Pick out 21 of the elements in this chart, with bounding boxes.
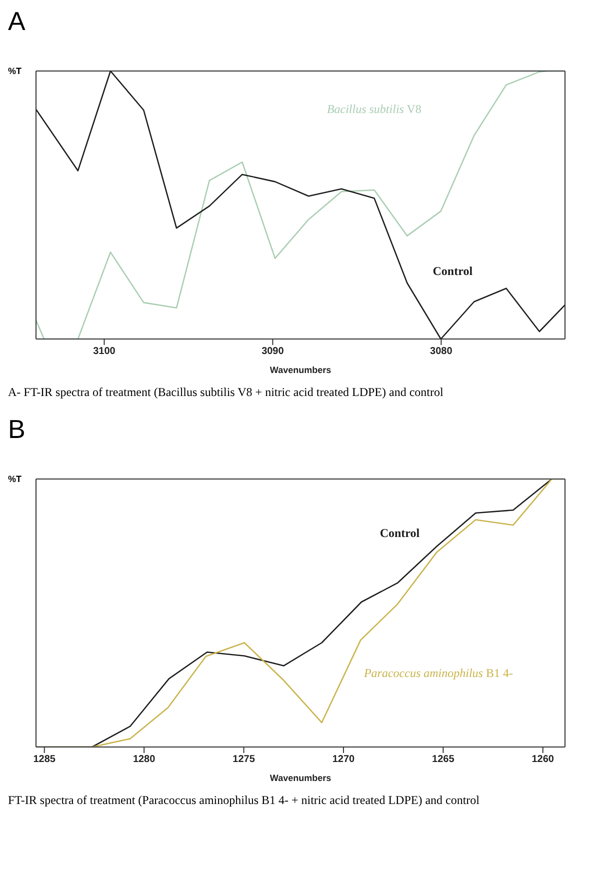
x-axis-title: Wavenumbers [270, 365, 332, 375]
series-label: Control [380, 526, 420, 540]
y-axis-title: %T [8, 474, 22, 484]
series-label: Paracoccus aminophilus B1 4- [364, 666, 513, 680]
x-tick-label: 1285 [33, 754, 56, 766]
text: A- FT-IR spectra of treatment (Bacillus subtilis V8 + nitric acid treated LDPE) and control [8, 385, 444, 400]
y-axis-title: %T [8, 66, 22, 76]
x-tick-label: 1265 [432, 754, 455, 766]
x-tick-label: 1280 [132, 754, 156, 766]
x-tick-label: 3090 [262, 346, 284, 358]
chart-title: A [8, 6, 26, 36]
x-tick-label: 1270 [332, 754, 356, 766]
x-tick-label: 3080 [430, 346, 453, 358]
x-tick-label: 1260 [532, 754, 554, 766]
text: FT-IR spectra of treatment (Paracoccus aminophilus B1 4- + nitric acid treated LDPE) and control [8, 793, 481, 808]
text: Bacillus subtilis V8 [326, 102, 422, 116]
x-tick-label: 3100 [93, 346, 116, 358]
series-label: Control [432, 264, 473, 278]
chart-title: B [8, 414, 26, 444]
x-axis-title: Wavenumbers [270, 773, 332, 783]
x-tick-label: 1275 [232, 754, 256, 766]
